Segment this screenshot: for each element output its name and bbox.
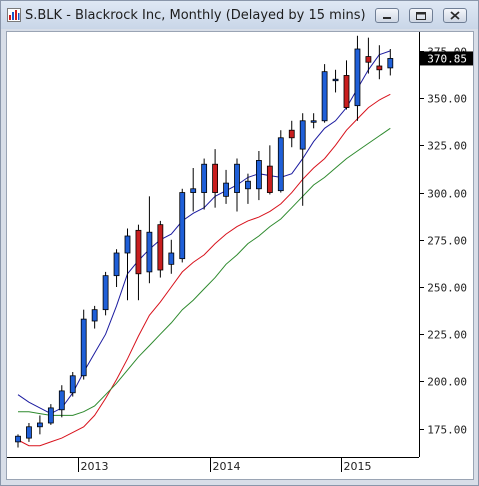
candle-body: [69, 375, 76, 394]
candle-body: [124, 235, 131, 254]
candle-body: [354, 48, 361, 107]
candle-body: [157, 224, 164, 271]
candle-body: [26, 426, 32, 439]
minimize-button[interactable]: [375, 8, 399, 23]
candle-body: [299, 120, 306, 150]
candle-body: [135, 229, 142, 275]
candle-body: [102, 275, 109, 311]
candle-body: [15, 435, 21, 443]
restore-button[interactable]: [409, 8, 433, 23]
y-tick-label: 325.00: [427, 140, 467, 153]
candle-body: [245, 180, 251, 190]
candle-body: [113, 252, 120, 277]
y-tick-label: 350.00: [427, 93, 467, 106]
moving-average-line: [17, 50, 391, 415]
candle-body: [376, 65, 383, 71]
window-title: S.BLK - Blackrock Inc, Monthly (Delayed …: [25, 8, 366, 23]
x-tick-label: 2015: [344, 460, 372, 473]
candle-body: [212, 163, 219, 193]
restore-icon: [416, 12, 426, 20]
last-price-label: 370.85: [427, 52, 467, 65]
y-tick-label: 225.00: [427, 329, 467, 342]
candle-body: [321, 71, 328, 122]
candle-body: [332, 78, 339, 82]
candle-body: [58, 390, 65, 411]
moving-average-line: [18, 127, 391, 416]
close-button[interactable]: [443, 8, 467, 23]
candle-body: [91, 309, 98, 322]
last-price-badge: [420, 51, 473, 66]
candle-body: [201, 163, 208, 193]
candle-body: [255, 160, 262, 190]
close-icon: [450, 11, 460, 20]
candle-body: [168, 252, 175, 265]
candle-body: [47, 407, 54, 424]
y-tick-label: 200.00: [427, 376, 467, 389]
candle-body: [266, 165, 273, 193]
y-tick-label: 275.00: [427, 235, 467, 248]
candle-body: [146, 231, 153, 273]
candle-body: [365, 56, 372, 63]
candle-body: [223, 182, 229, 197]
minimize-icon: [383, 17, 391, 19]
candle-body: [179, 192, 186, 260]
candle-body: [310, 120, 317, 123]
y-tick-label: 250.00: [427, 282, 467, 295]
chart-app-icon: [7, 8, 21, 22]
candle-body: [80, 318, 87, 377]
moving-average-line: [17, 93, 391, 447]
candle-body: [288, 129, 295, 139]
candlestick-chart[interactable]: 175.00 200.00 225.00 250.00 275.00 300.00 325.…: [7, 32, 473, 479]
x-tick-label: 2013: [81, 460, 109, 473]
chart-area[interactable]: 175.00 200.00 225.00 250.00 275.00 300.00 325.…: [6, 31, 474, 480]
candle-body: [387, 58, 394, 69]
y-tick-label: 175.00: [427, 424, 467, 437]
title-bar[interactable]: S.BLK - Blackrock Inc, Monthly (Delayed …: [1, 1, 478, 29]
candle-body: [343, 75, 350, 108]
x-tick-label: 2014: [213, 460, 241, 473]
candle-body: [190, 188, 197, 193]
y-tick-label: 300.00: [427, 188, 467, 201]
candle-body: [36, 422, 43, 428]
candle-body: [277, 137, 284, 192]
candle-body: [234, 163, 240, 193]
